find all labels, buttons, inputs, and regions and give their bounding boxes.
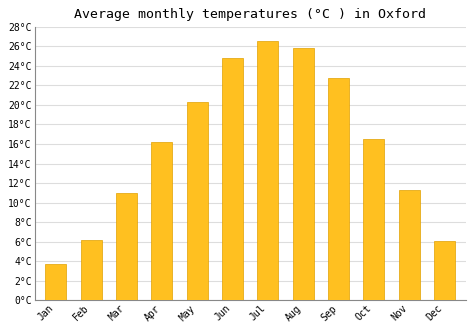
Bar [81,240,102,300]
Bar [363,139,384,300]
Bar [434,241,455,300]
Bar [222,58,243,300]
Bar [257,41,278,300]
Bar [328,78,349,300]
Bar [187,102,208,300]
Bar [399,190,420,300]
Bar [292,48,314,300]
Title: Average monthly temperatures (°C ) in Oxford: Average monthly temperatures (°C ) in Ox… [74,8,426,21]
Bar [151,142,173,300]
Bar [45,264,66,300]
Bar [116,193,137,300]
